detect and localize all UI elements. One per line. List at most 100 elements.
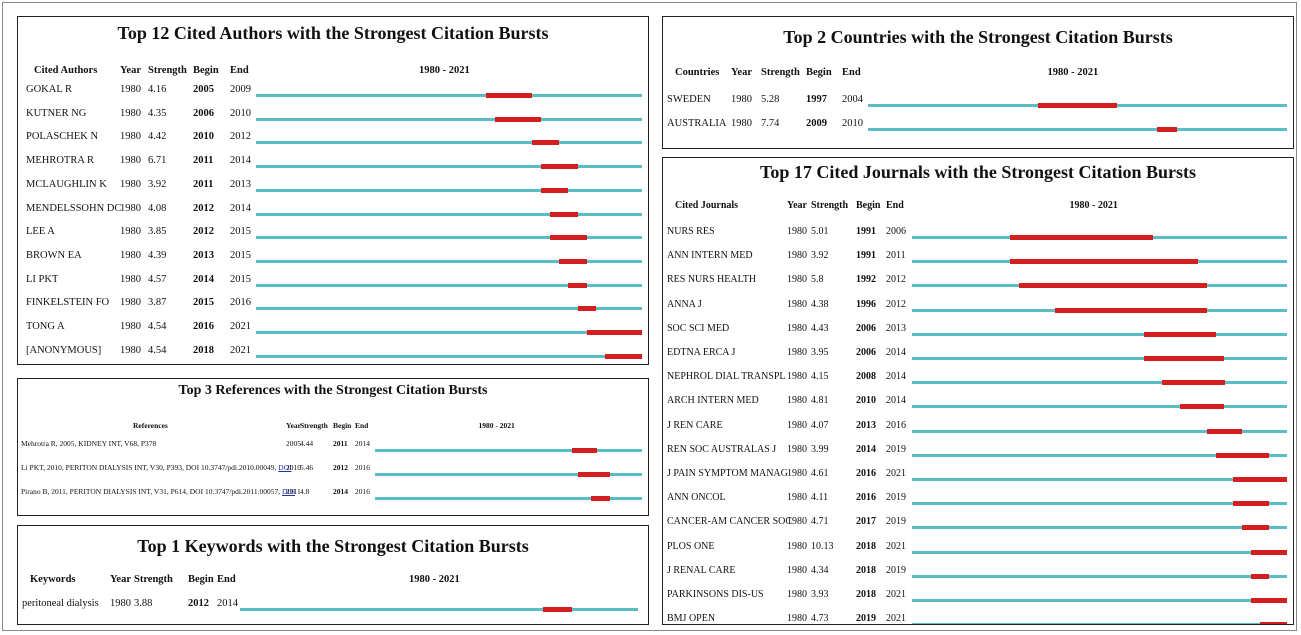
- table-row: TONG A 1980 4.54 2016 2021: [18, 321, 648, 345]
- strength-value: 4.43: [811, 322, 829, 334]
- burst-bar: [540, 164, 578, 170]
- timeline-track: [256, 188, 642, 192]
- strength-value: 4.44: [300, 439, 314, 448]
- begin-year: 2010: [193, 131, 214, 143]
- burst-bar: [1179, 404, 1225, 410]
- begin-year: 2008: [856, 371, 876, 383]
- strength-value: 4.81: [811, 395, 829, 407]
- strength-value: 3.88: [134, 598, 153, 609]
- begin-year: 2011: [193, 178, 214, 190]
- table-row: ANNA J 1980 4.38 1996 2012: [663, 299, 1293, 323]
- doi-link[interactable]: DOI: [278, 463, 292, 472]
- row-label: REN SOC AUSTRALAS J: [667, 444, 776, 455]
- timeline-track: [912, 405, 1287, 409]
- row-label-text: BMJ OPEN: [667, 613, 716, 625]
- row-label-text: Li PKT, 2010, PERITON DIALYSIS INT, V30,…: [21, 463, 277, 472]
- timeline-track: [912, 623, 1287, 624]
- table-row: AUSTRALIA 1980 7.74 2009 2010: [663, 118, 1293, 142]
- column-header: Countries: [675, 67, 720, 78]
- year-value: 2011: [286, 487, 301, 496]
- range-label: 1980 - 2021: [409, 574, 460, 585]
- row-label: PARKINSONS DIS-US: [667, 589, 764, 600]
- year-value: 1980: [787, 443, 807, 455]
- table-row: BMJ OPEN 1980 4.73 2019 2021: [663, 613, 1293, 625]
- year-value: 2010: [286, 463, 301, 472]
- row-label: TONG A: [26, 321, 65, 332]
- begin-year: 2006: [193, 107, 214, 119]
- end-year: 2015: [230, 273, 251, 285]
- chart-title: Top 17 Cited Journals with the Strongest…: [759, 162, 1197, 182]
- column-header: End: [230, 65, 249, 76]
- row-label: BROWN EA: [26, 250, 82, 261]
- table-row: RES NURS HEALTH 1980 5.8 1992 2012: [663, 274, 1293, 298]
- timeline-track: [868, 128, 1287, 131]
- table-row: Mehrotra R, 2005, KIDNEY INT, V68, P378 2…: [18, 439, 648, 463]
- row-label: NEPHROL DIAL TRANSPL: [667, 371, 786, 382]
- timeline-track: [256, 236, 642, 240]
- begin-year: 1991: [856, 250, 876, 262]
- strength-value: 5.28: [761, 94, 780, 105]
- row-label: MEHROTRA R: [26, 155, 94, 166]
- table-row: EDTNA ERCA J 1980 3.95 2006 2014: [663, 347, 1293, 371]
- end-year: 2011: [886, 250, 906, 262]
- column-header: Cited Authors: [34, 65, 98, 76]
- column-header: End: [886, 200, 904, 211]
- begin-year: 2012: [193, 202, 214, 214]
- burst-bar: [1251, 598, 1287, 603]
- strength-value: 3.93: [811, 589, 829, 600]
- year-value: 1980: [787, 226, 807, 237]
- column-header: End: [842, 67, 861, 78]
- column-header: Keywords: [30, 574, 76, 585]
- table-row: BROWN EA 1980 4.39 2013 2015: [18, 250, 648, 274]
- row-label-text: BROWN EA: [26, 249, 82, 261]
- burst-bar: [1233, 501, 1270, 507]
- begin-year: 2006: [856, 322, 876, 334]
- table-row: ANN ONCOL 1980 4.11 2016 2019: [663, 492, 1293, 516]
- row-label-text: J PAIN SYMPTOM MANAG: [667, 468, 788, 479]
- row-label-text: SOC SCI MED: [667, 322, 730, 334]
- column-header: Begin: [856, 200, 881, 211]
- year-value: 1980: [120, 202, 141, 214]
- begin-year: 2006: [856, 347, 876, 358]
- row-label: Li PKT, 2010, PERITON DIALYSIS INT, V30,…: [21, 463, 292, 472]
- year-value: 1980: [120, 107, 141, 119]
- timeline-track: [375, 497, 642, 500]
- year-value: 1980: [787, 468, 807, 479]
- end-year: 2012: [886, 298, 906, 310]
- burst-bar: [1251, 573, 1270, 579]
- table-row: peritoneal dialysis 1980 3.88 2012 2014: [18, 598, 648, 622]
- year-value: 1980: [787, 613, 807, 625]
- burst-bar: [1162, 380, 1225, 386]
- end-year: 2019: [886, 492, 906, 504]
- burst-bar: [605, 353, 642, 359]
- column-header: Cited Journals: [675, 200, 739, 211]
- strength-value: 5.8: [811, 274, 824, 286]
- timeline-track: [256, 165, 642, 169]
- begin-year: 2011: [193, 155, 214, 167]
- timeline-track: [912, 502, 1287, 506]
- begin-year: 2013: [193, 249, 214, 261]
- burst-bar: [494, 116, 541, 122]
- begin-year: 2012: [333, 463, 348, 472]
- end-year: 2014: [217, 598, 238, 609]
- table-row: SWEDEN 1980 5.28 1997 2004: [663, 94, 1293, 118]
- column-header: Begin: [806, 67, 832, 78]
- year-value: 1980: [120, 344, 141, 356]
- begin-year: 2005: [193, 84, 214, 95]
- timeline-track: [912, 574, 1287, 578]
- timeline-track: [256, 259, 642, 263]
- begin-year: 2012: [193, 226, 214, 238]
- table-row: J PAIN SYMPTOM MANAG 1980 4.61 2016 2021: [663, 468, 1293, 492]
- row-label: LI PKT: [26, 274, 58, 285]
- column-header: Strength: [134, 574, 173, 585]
- table-row: [ANONYMOUS] 1980 4.54 2018 2021: [18, 344, 648, 364]
- timeline-track: [256, 212, 642, 216]
- timeline-track: [256, 307, 642, 311]
- burst-bar: [1010, 259, 1198, 265]
- doi-link[interactable]: DOI: [282, 487, 296, 496]
- strength-value: 4.38: [811, 298, 829, 310]
- row-label-text: Pirano B, 2011, PERITON DIALYSIS INT, V3…: [21, 487, 281, 496]
- end-year: 2010: [842, 118, 863, 129]
- countries-panel: Top 2 Countries with the Strongest Citat…: [662, 16, 1294, 149]
- row-label-text: ANNA J: [667, 298, 702, 310]
